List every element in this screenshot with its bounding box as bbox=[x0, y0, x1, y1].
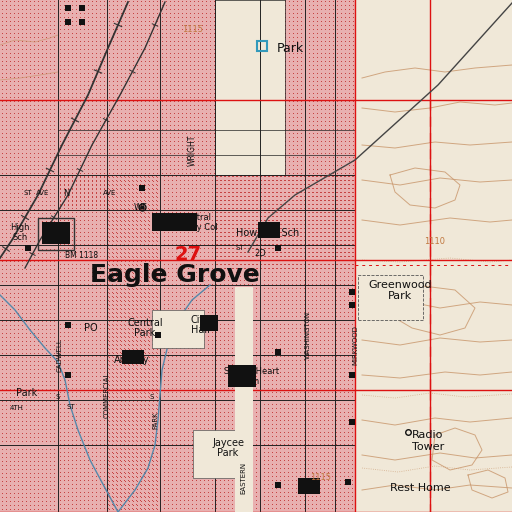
Bar bbox=[79, 5, 85, 11]
Bar bbox=[355, 0, 512, 512]
Text: EASTERN: EASTERN bbox=[240, 462, 246, 494]
Bar bbox=[65, 19, 71, 25]
Bar bbox=[298, 478, 320, 494]
Bar bbox=[358, 275, 423, 320]
Bar bbox=[215, 100, 355, 175]
Text: 2D: 2D bbox=[254, 248, 266, 258]
Text: Howland Sch: Howland Sch bbox=[237, 228, 300, 238]
Text: 1115: 1115 bbox=[182, 26, 203, 34]
Text: Park: Park bbox=[218, 448, 239, 458]
Text: 1115: 1115 bbox=[310, 473, 331, 481]
Text: ST: ST bbox=[67, 404, 75, 410]
Bar bbox=[160, 100, 215, 175]
Bar bbox=[79, 19, 85, 25]
Bar bbox=[25, 245, 31, 251]
Bar bbox=[152, 213, 197, 231]
Text: BM 1118: BM 1118 bbox=[66, 251, 99, 261]
Bar bbox=[65, 372, 71, 378]
Text: Iowa Central: Iowa Central bbox=[159, 214, 211, 223]
Bar bbox=[349, 289, 355, 295]
Bar bbox=[275, 349, 281, 355]
Text: Radio: Radio bbox=[412, 430, 444, 440]
Bar bbox=[65, 5, 71, 11]
Bar bbox=[349, 372, 355, 378]
Bar bbox=[38, 218, 74, 250]
Text: AVE: AVE bbox=[103, 190, 117, 196]
Text: Eagle Grove: Eagle Grove bbox=[90, 263, 260, 287]
Bar bbox=[349, 302, 355, 308]
Text: COMMERCIAL: COMMERCIAL bbox=[104, 372, 110, 418]
Text: Armory: Armory bbox=[114, 355, 150, 365]
Bar bbox=[200, 315, 218, 331]
Text: ST: ST bbox=[24, 190, 32, 196]
Bar bbox=[152, 310, 204, 348]
Text: 1110: 1110 bbox=[424, 238, 445, 246]
Bar bbox=[275, 482, 281, 488]
Bar bbox=[160, 0, 215, 100]
Bar bbox=[0, 0, 58, 512]
Text: Central: Central bbox=[127, 318, 163, 328]
Bar bbox=[107, 0, 160, 512]
Bar bbox=[228, 365, 256, 387]
Bar bbox=[155, 332, 161, 338]
Bar bbox=[215, 0, 355, 100]
Text: MIRKWOOD: MIRKWOOD bbox=[352, 325, 358, 365]
Text: Park: Park bbox=[134, 328, 156, 338]
Text: WRIGHT: WRIGHT bbox=[187, 134, 197, 166]
Text: S: S bbox=[150, 394, 154, 400]
Bar bbox=[58, 175, 355, 512]
Bar bbox=[349, 419, 355, 425]
Text: Tower: Tower bbox=[412, 442, 444, 452]
Bar bbox=[215, 0, 285, 175]
Text: 4TH: 4TH bbox=[10, 405, 24, 411]
Bar bbox=[122, 350, 144, 364]
Text: ST: ST bbox=[236, 245, 244, 251]
Text: Rest Home: Rest Home bbox=[390, 483, 451, 493]
Bar bbox=[65, 322, 71, 328]
Bar bbox=[42, 222, 70, 244]
Bar bbox=[193, 430, 241, 478]
Text: Sacred Heart: Sacred Heart bbox=[224, 368, 280, 376]
Bar bbox=[139, 185, 145, 191]
Text: Hall: Hall bbox=[190, 325, 209, 335]
Text: Park: Park bbox=[16, 388, 37, 398]
Text: Greenwood: Greenwood bbox=[368, 280, 432, 290]
Text: Community Col: Community Col bbox=[153, 223, 217, 231]
Bar bbox=[235, 287, 253, 512]
Bar bbox=[345, 479, 351, 485]
Text: Park: Park bbox=[276, 41, 304, 54]
Text: Park: Park bbox=[388, 291, 412, 301]
Bar bbox=[215, 175, 355, 270]
Bar bbox=[58, 0, 107, 210]
Text: WT: WT bbox=[133, 203, 146, 212]
Text: 27: 27 bbox=[175, 245, 202, 265]
Text: WASHINGTON: WASHINGTON bbox=[305, 311, 311, 359]
Text: S: S bbox=[56, 394, 60, 400]
Text: PO: PO bbox=[84, 323, 98, 333]
Text: High: High bbox=[10, 224, 30, 232]
Bar bbox=[258, 222, 280, 238]
Text: CADWELL: CADWELL bbox=[57, 338, 63, 372]
Text: AVE: AVE bbox=[36, 190, 50, 196]
Text: Jaycee: Jaycee bbox=[212, 438, 244, 448]
Bar bbox=[275, 245, 281, 251]
Text: PARK: PARK bbox=[152, 411, 158, 429]
Text: Sch: Sch bbox=[244, 376, 260, 386]
Bar bbox=[230, 372, 248, 386]
Text: Sch: Sch bbox=[12, 232, 28, 242]
Text: City: City bbox=[190, 315, 209, 325]
Text: N: N bbox=[63, 188, 69, 198]
